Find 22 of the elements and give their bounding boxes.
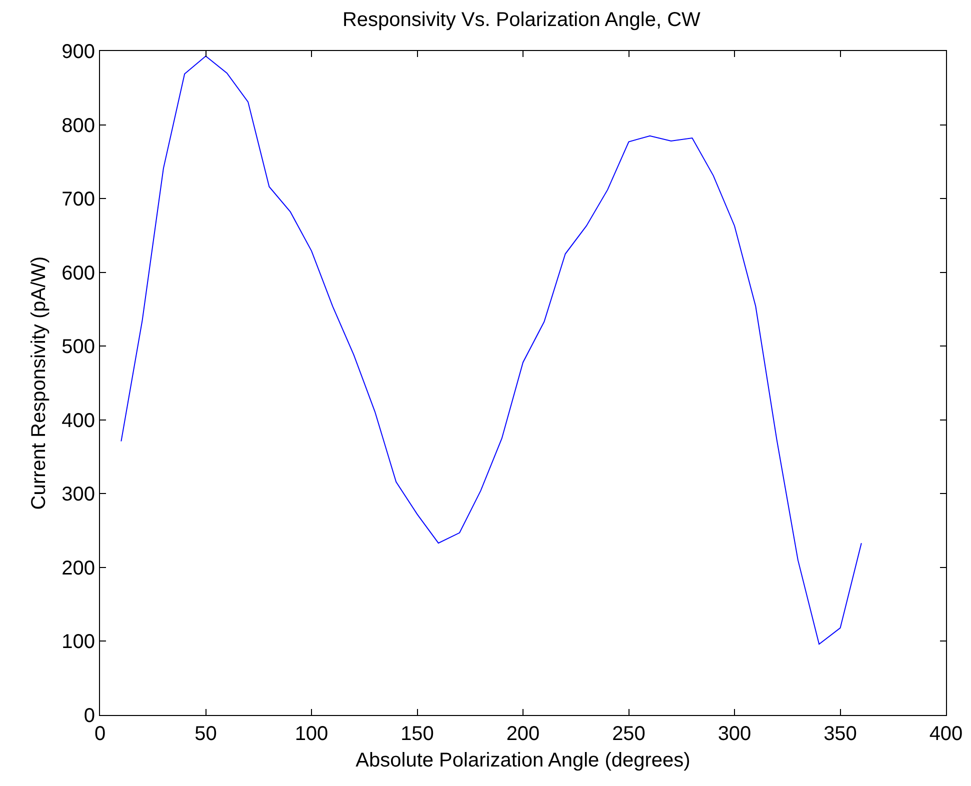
line-series — [120, 56, 862, 645]
y-tick-label: 400 — [62, 410, 95, 432]
y-tick-label: 500 — [62, 336, 95, 358]
y-tick-label: 0 — [84, 705, 95, 727]
x-tick-label: 400 — [929, 723, 963, 745]
x-tick-label: 100 — [294, 723, 328, 745]
y-tick-label: 100 — [62, 631, 95, 654]
x-axis-title: Absolute Polarization Angle (degrees) — [356, 750, 690, 772]
x-tick-label: 250 — [612, 723, 646, 745]
x-tick-label: 50 — [194, 723, 217, 745]
x-tick-label: 350 — [824, 723, 857, 745]
y-tick-label: 600 — [62, 262, 95, 284]
x-tick-label: 200 — [506, 723, 540, 745]
chart-title: Responsivity Vs. Polarization Angle, CW — [342, 8, 701, 31]
y-tick-label: 700 — [62, 188, 95, 211]
y-axis-title: Current Responsivity (pA/W) — [28, 256, 50, 510]
y-tick-label: 800 — [62, 114, 95, 137]
y-tick-label: 200 — [62, 557, 95, 580]
x-tick-label: 300 — [718, 723, 752, 745]
y-tick-label: 900 — [62, 41, 95, 63]
y-tick-label: 300 — [62, 484, 95, 506]
x-tick-label: 150 — [400, 723, 434, 745]
